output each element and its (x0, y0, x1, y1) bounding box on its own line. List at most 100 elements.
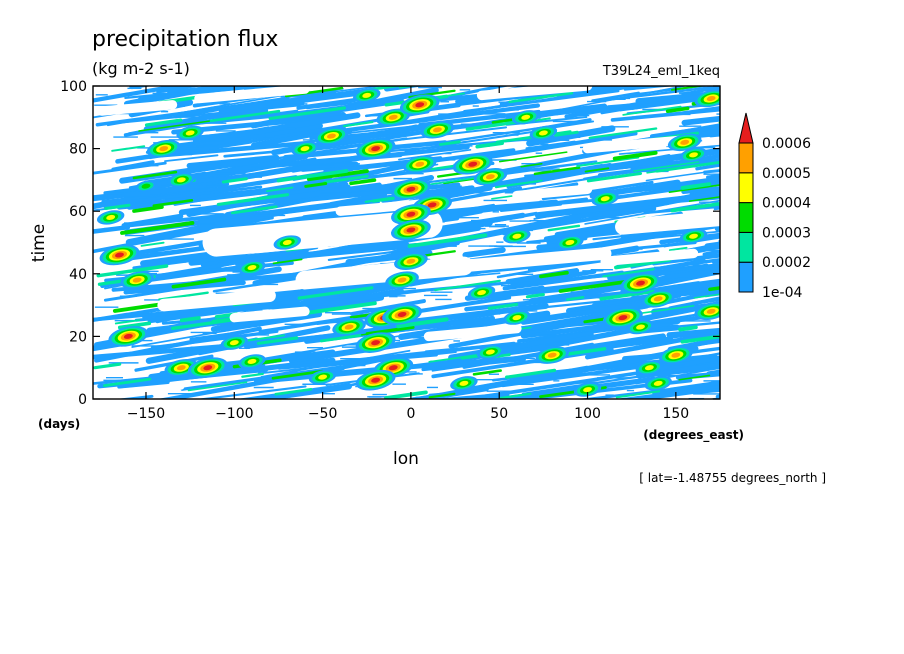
precip-core (406, 227, 416, 233)
colorbar-swatch (738, 261, 754, 293)
precip-streak-strong (708, 286, 720, 292)
dry-gap (600, 248, 699, 266)
precip-streak-strong (554, 130, 579, 137)
precip-streak-strong (102, 377, 152, 388)
precip-core (123, 333, 133, 339)
latitude-note: [ lat=-1.48755 degrees_north ] (639, 471, 826, 485)
precip-streak (424, 342, 521, 353)
precip-streak (584, 330, 720, 360)
precip-streak (401, 86, 411, 87)
precip-streak-strong (680, 334, 720, 344)
precip-streak-strong (370, 86, 406, 91)
precip-streak-strong (508, 91, 574, 104)
precip-streak (675, 371, 720, 380)
y-axis-label: time (29, 224, 49, 262)
precip-core (680, 139, 690, 145)
precip-streak-strong (539, 270, 569, 279)
precip-streak-strong (158, 291, 209, 301)
dry-gap (97, 100, 178, 116)
precip-streak-strong (268, 106, 347, 121)
dry-gap (202, 209, 443, 257)
x-tick-label: 150 (662, 406, 689, 422)
colorbar-label: 0.0002 (762, 255, 811, 271)
precip-streak-strong (558, 279, 631, 293)
precip-streak-strong (475, 141, 504, 149)
precip-streak (717, 334, 720, 340)
precip-streak (164, 154, 219, 163)
precip-streak (732, 361, 901, 391)
precip-streak (93, 185, 263, 208)
precip-streak-strong (520, 162, 543, 168)
precip-streak-strong (272, 258, 303, 265)
dry-gap (157, 289, 276, 312)
precip-core (282, 239, 292, 246)
precip-core (512, 233, 522, 239)
precip-streak-strong (323, 174, 369, 184)
colorbar-label: 0.0004 (762, 196, 811, 212)
precip-core (600, 196, 610, 202)
y-tick-label: 20 (69, 329, 87, 345)
precip-streak-strong (665, 106, 690, 114)
precip-core (485, 349, 495, 355)
precip-streak (260, 349, 411, 378)
precip-core (415, 102, 425, 108)
precip-streak-strong (372, 196, 395, 203)
precip-streak (708, 86, 720, 92)
precip-streak-strong (144, 118, 183, 127)
precip-streak-strong (104, 203, 131, 211)
precip-streak (715, 394, 720, 399)
precip-streak-strong (265, 186, 294, 193)
precip-streak (487, 376, 657, 399)
precip-streak-strong (491, 195, 514, 200)
precip-core (371, 146, 381, 152)
precip-streak (121, 213, 184, 229)
precip-core (636, 280, 645, 286)
precip-core (618, 315, 628, 321)
precip-streak-strong (430, 164, 458, 171)
precip-streak (664, 268, 720, 280)
precip-core (547, 352, 557, 358)
precip-core (185, 130, 195, 136)
precip-streak (640, 355, 720, 375)
x-tick-label: −100 (215, 406, 253, 422)
x-axis: −150 −100 −50 0 50 100 150 (127, 86, 689, 422)
precip-core (247, 358, 257, 364)
precip-core (203, 365, 213, 371)
precip-core (468, 161, 478, 167)
precip-streak (672, 279, 720, 287)
x-tick-label: 50 (490, 406, 508, 422)
precip-streak-strong (396, 317, 449, 329)
precip-streak-strong (256, 336, 299, 345)
precip-streak (730, 388, 784, 393)
precip-streak-strong (342, 120, 374, 128)
precip-streak-strong (602, 268, 655, 278)
precip-streak-strong (297, 286, 374, 300)
precip-streak-strong (505, 368, 557, 379)
precip-streak-strong (533, 117, 551, 122)
precip-core (689, 152, 698, 158)
precip-core (706, 95, 716, 102)
precip-streak-strong (472, 369, 502, 376)
precip-streak (706, 369, 720, 377)
precip-streak-strong (120, 220, 195, 235)
precip-streak (308, 126, 508, 152)
precip-streak-strong (209, 109, 281, 123)
dry-gap (615, 210, 720, 235)
colorbar-label: 0.0005 (762, 166, 811, 182)
precip-core (512, 315, 522, 321)
precip-streak (235, 86, 260, 89)
precip-streak (484, 131, 638, 160)
dry-gap (476, 86, 593, 101)
precip-streak (462, 246, 506, 258)
precip-core (671, 352, 681, 358)
precip-streak-strong (678, 374, 711, 381)
precip-streak (154, 122, 323, 156)
precip-streak-strong (428, 392, 456, 399)
dry-gap (423, 323, 522, 342)
precip-streak-strong (132, 205, 164, 213)
precip-streak (526, 125, 616, 147)
precip-streak-strong (633, 161, 700, 172)
colorbar: 1e-04 0.0002 0.0003 0.0004 0.0005 0.0006 (738, 112, 811, 301)
precip-streak (520, 299, 655, 325)
